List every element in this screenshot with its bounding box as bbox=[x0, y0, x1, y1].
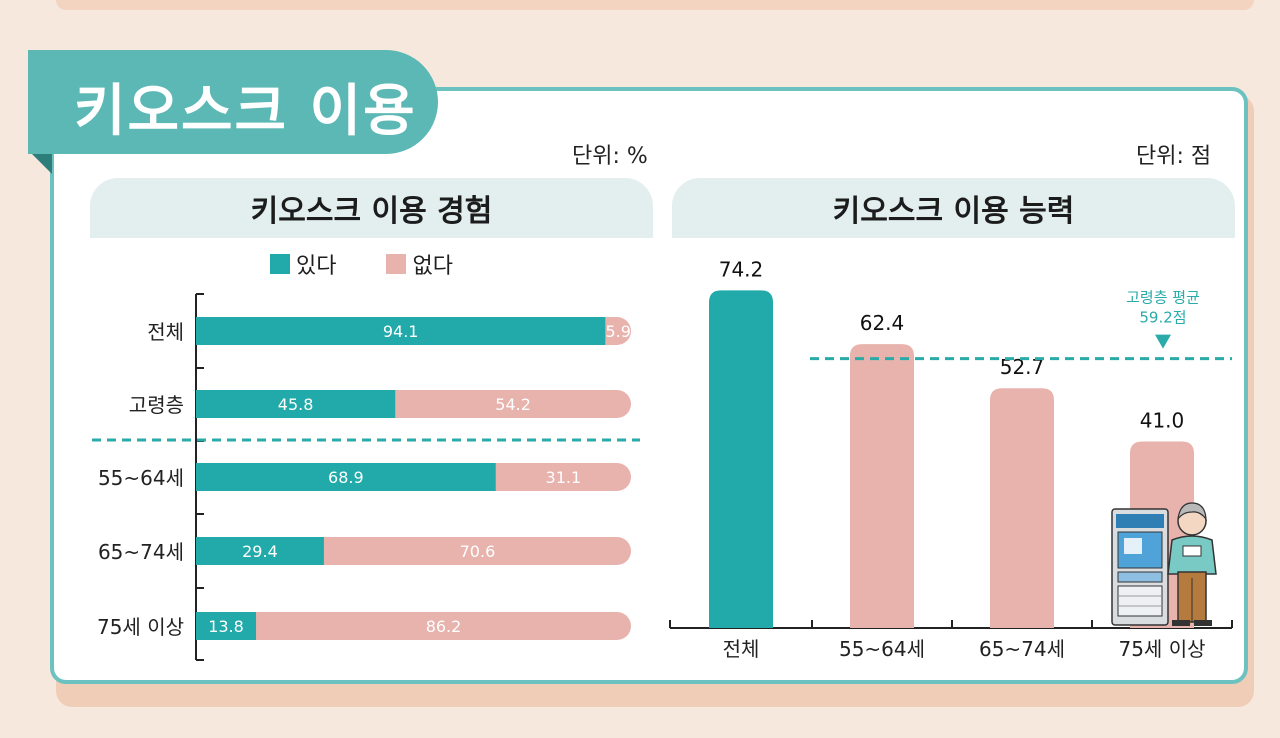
page-title: 키오스크 이용 bbox=[74, 79, 417, 144]
legend-label-no: 없다 bbox=[412, 254, 453, 279]
title-tab-fold bbox=[28, 150, 52, 174]
legend-item-no: 없다 bbox=[386, 248, 453, 280]
right-chart-header: 키오스크 이용 능력 bbox=[672, 178, 1235, 238]
main-panel bbox=[50, 87, 1248, 684]
right-unit-label: 단위: 점 bbox=[1136, 144, 1212, 169]
legend-swatch-yes bbox=[270, 254, 290, 274]
legend-swatch-no bbox=[386, 254, 407, 274]
legend-label-yes: 있다 bbox=[296, 254, 337, 279]
left-chart-header: 키오스크 이용 경험 bbox=[90, 178, 653, 238]
left-unit-label: 단위: % bbox=[572, 144, 648, 169]
legend-item-yes: 있다 bbox=[270, 248, 336, 280]
top-strip bbox=[56, 0, 1254, 10]
legend: 있다 없다 bbox=[270, 248, 493, 280]
title-tab: 키오스크 이용 bbox=[28, 50, 438, 154]
